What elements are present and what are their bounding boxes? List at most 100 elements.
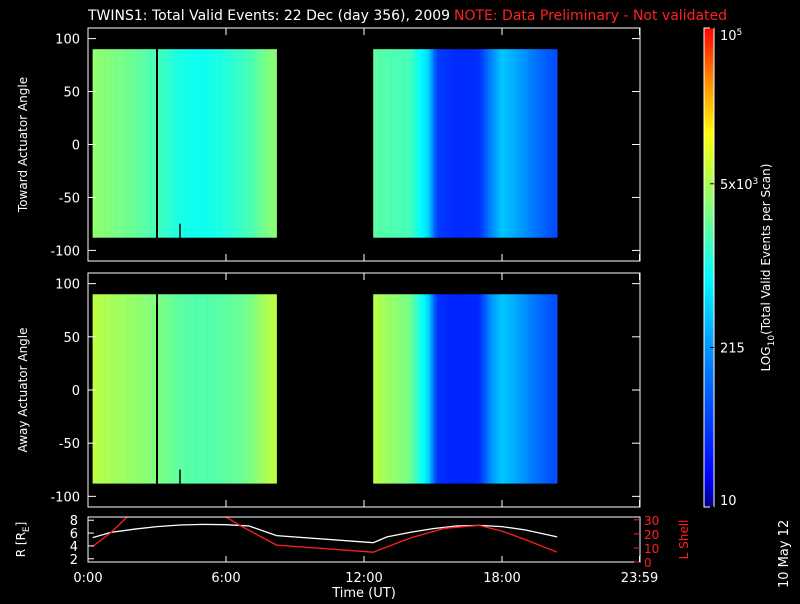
- heatmap-cell: [495, 49, 498, 238]
- heatmap-cell: [458, 49, 461, 238]
- heatmap-cell: [180, 294, 183, 484]
- y2-axis-label: L Shell: [677, 520, 691, 560]
- heatmap-cell: [221, 49, 224, 238]
- heatmap-cell: [244, 49, 247, 238]
- heatmap-cell: [451, 294, 454, 484]
- heatmap-cell: [253, 294, 257, 484]
- heatmap-cell: [490, 49, 494, 238]
- heatmap-cell: [260, 294, 264, 484]
- r-trace-line: [92, 523, 558, 544]
- heatmap-cell: [554, 49, 558, 238]
- heatmap-cell: [460, 294, 464, 484]
- heatmap-cell: [508, 49, 512, 238]
- heatmap-cell: [177, 294, 181, 484]
- heatmap-cell: [506, 49, 510, 238]
- colorbar-frame: [703, 27, 715, 508]
- heatmap-cell: [416, 294, 420, 484]
- heatmap-cell: [534, 294, 537, 484]
- heatmap-cell: [416, 49, 420, 238]
- y-tick-label: 4: [70, 540, 78, 555]
- heatmap-cell: [168, 294, 172, 484]
- heatmap-cell: [462, 49, 466, 238]
- heatmap-cell: [113, 49, 116, 238]
- heatmap-cell: [180, 49, 183, 238]
- heatmap-cell: [412, 294, 415, 484]
- heatmap-cell: [490, 294, 494, 484]
- y-tick-label: 0: [72, 384, 80, 399]
- heatmap-cell: [122, 49, 126, 238]
- heatmap-cell: [106, 49, 109, 238]
- heatmap-cell: [446, 294, 450, 484]
- heatmap-cell: [104, 294, 107, 484]
- heatmap-cell: [465, 294, 468, 484]
- heatmap-cell: [435, 49, 438, 238]
- x-axis-label: Time (UT): [331, 586, 396, 600]
- heatmap-cell: [237, 49, 241, 238]
- y-axis-label: Toward Actuator Angle: [16, 77, 30, 213]
- heatmap-cell: [536, 49, 540, 238]
- heatmap-cell: [439, 49, 443, 238]
- heatmap-cell: [497, 294, 500, 484]
- heatmap-cell: [92, 294, 96, 484]
- heatmap-cell: [193, 49, 197, 238]
- heatmap-cell: [209, 49, 213, 238]
- heatmap-cell: [258, 294, 261, 484]
- heatmap-cell: [226, 49, 229, 238]
- heatmap-cell: [488, 49, 491, 238]
- colorbar-label-post: (Total Valid Events per Scan): [759, 164, 773, 335]
- heatmap-cell: [492, 49, 496, 238]
- heatmap-cell: [186, 294, 190, 484]
- heatmap-cell: [467, 49, 471, 238]
- x-tick-label: 23:59: [621, 571, 658, 586]
- heatmap-cell: [538, 49, 542, 238]
- heatmap-cell: [428, 49, 431, 238]
- colorbar-tick-label: 105: [720, 28, 742, 44]
- heatmap-cell: [396, 294, 399, 484]
- heatmap-cell: [520, 49, 523, 238]
- heatmap-cell: [522, 294, 526, 484]
- heatmap-cell: [189, 49, 192, 238]
- y2-tick-label: 10: [644, 542, 659, 556]
- heatmap-cell: [391, 49, 395, 238]
- heatmap-cell: [242, 294, 245, 484]
- heatmap-cell: [554, 294, 558, 484]
- toward-actuator-panel: 100 50 0 -50 -100 Toward Actuator Angle: [16, 27, 641, 262]
- y-tick-label: -50: [59, 437, 80, 452]
- heatmap-cell: [198, 49, 201, 238]
- heatmap-cell: [508, 294, 512, 484]
- heatmap-cell: [138, 294, 142, 484]
- heatmap-cell: [421, 49, 425, 238]
- heatmap-cell: [444, 294, 448, 484]
- y-tick-label: 50: [63, 331, 80, 346]
- heatmap-cell: [272, 49, 275, 238]
- colorbar-label-sub: 10: [767, 335, 777, 347]
- heatmap-cell: [502, 294, 505, 484]
- heatmap-cell: [274, 49, 277, 238]
- y-tick-label: 6: [70, 527, 78, 542]
- x-tick-label: 12:00: [345, 571, 382, 586]
- heatmap-cell: [120, 49, 123, 238]
- heatmap-cell: [212, 294, 215, 484]
- heatmap-cell: [196, 294, 199, 484]
- heatmap-cell: [513, 294, 517, 484]
- heatmap-cell: [527, 294, 530, 484]
- heatmap-cell: [193, 294, 197, 484]
- heatmap-cell: [483, 294, 487, 484]
- heatmap-cell: [170, 49, 174, 238]
- x-tick-label: 6:00: [211, 571, 240, 586]
- heatmap-cell: [472, 49, 475, 238]
- heatmap-cell: [373, 49, 376, 238]
- heatmap-cell: [246, 49, 250, 238]
- heatmap-cell: [205, 49, 208, 238]
- heatmap-cell: [242, 49, 245, 238]
- heatmap-cell: [476, 49, 480, 238]
- heatmap-cell: [403, 49, 406, 238]
- heatmap-cell: [221, 294, 224, 484]
- heatmap-cell: [458, 294, 461, 484]
- heatmap-cell: [439, 294, 443, 484]
- heatmap-cell: [495, 294, 498, 484]
- heatmap-cell: [97, 294, 100, 484]
- heatmap-cell: [433, 294, 436, 484]
